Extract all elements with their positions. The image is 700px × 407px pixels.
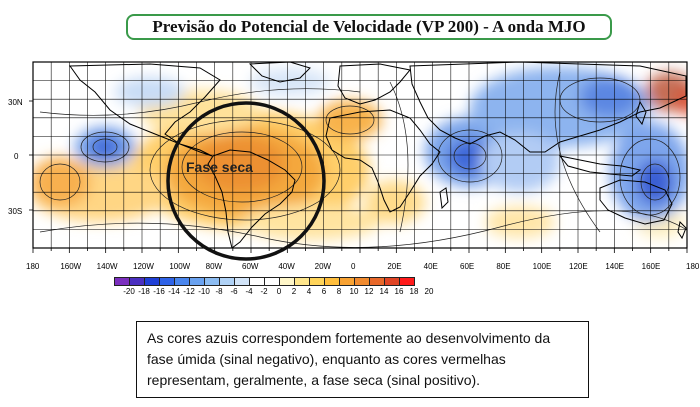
lon-label: 40E [423,262,438,271]
colorbar-swatch [294,277,310,286]
new-zealand-outline [677,220,687,240]
lon-label: 160E [641,262,661,271]
colorbar-level-label: -18 [138,287,150,296]
colorbar-swatch [279,277,295,286]
asia-outline [409,62,687,153]
lon-label: 40W [278,262,295,271]
colorbar-level-label: -20 [123,287,135,296]
colorbar-level-label: -4 [245,287,253,296]
lon-label: 100W [169,262,191,271]
indonesia-outline [558,155,642,177]
dry-phase-circle [166,101,326,261]
lon-label: 60W [242,262,259,271]
colorbar-labels: -20 -18 -16 -14 -12 -10 -8 -6 -4 -2 0 2 4 6 8 10 12 14 16 1… [114,286,433,300]
japan-outline [635,100,647,126]
lon-label: 140E [605,262,625,271]
lon-label: 100E [532,262,552,271]
lat-label-equator: 0 [14,152,19,161]
colorbar: -20 -18 -16 -14 -12 -10 -8 -6 -4 -2 0 2 4 6 8 10 12 14 16 1… [114,277,433,303]
colorbar-level-label: -2 [260,287,268,296]
lon-label: 120W [133,262,154,271]
colorbar-swatch [174,277,190,286]
colorbar-swatch [384,277,400,286]
colorbar-level-label: 20 [424,287,434,296]
colorbar-level-label: 12 [364,287,374,296]
lon-label: 180 [686,262,700,271]
africa-outline [325,109,441,213]
colorbar-swatch [219,277,235,286]
lon-label: 180 [26,262,40,271]
colorbar-level-label: 6 [321,287,327,296]
colorbar-swatch [144,277,160,286]
colorbar-level-label: -8 [215,287,223,296]
lon-label: 20E [387,262,402,271]
lon-label: 20W [314,262,332,271]
north-america-outline [69,63,221,157]
colorbar-level-label: 0 [276,287,282,296]
colorbar-swatch [369,277,385,286]
lon-label: 140W [96,262,118,271]
lon-label: 160W [60,262,82,271]
lat-label-30n: 30N [8,98,23,107]
lon-label: 0 [351,262,356,271]
lon-label: 80E [496,262,511,271]
colorbar-swatch [309,277,325,286]
shading-field [33,67,687,240]
velocity-potential-map: Fase seca 30N 0 30S 180 160W 140W 120W 100W 8… [0,52,700,277]
europe-outline [337,63,411,105]
colorbar-level-label: -12 [183,287,195,296]
colorbar-swatch [129,277,145,286]
caption-text: As cores azuis correspondem fortemente a… [136,321,589,398]
colorbar-level-label: -14 [168,287,180,296]
lon-label: 60E [460,262,475,271]
lon-label: 80W [205,262,223,271]
colorbar-level-label: 10 [349,287,359,296]
axis-ticks [29,100,688,253]
madagascar-outline [439,187,449,210]
map-title: Previsão do Potencial de Velocidade (VP … [126,14,612,40]
colorbar-level-label: 8 [336,287,342,296]
colorbar-level-label: 16 [394,287,404,296]
colorbar-swatch [234,277,250,286]
colorbar-level-label: -10 [198,287,210,296]
colorbar-swatch [204,277,220,286]
colorbar-level-label: 18 [409,287,419,296]
colorbar-swatch [249,277,265,286]
colorbar-swatches [114,277,415,286]
australia-outline [599,179,673,225]
colorbar-swatch [264,277,280,286]
lat-label-30s: 30S [8,207,23,216]
colorbar-swatch [189,277,205,286]
map-canvas: Fase seca [29,61,688,261]
lon-label: 120E [569,262,588,271]
colorbar-swatch [114,277,130,286]
colorbar-swatch [354,277,370,286]
colorbar-level-label: -16 [153,287,165,296]
colorbar-swatch [159,277,175,286]
colorbar-level-label: 2 [291,287,297,296]
greenland-outline [248,62,311,83]
continent-outlines [69,62,687,248]
colorbar-swatch [399,277,415,286]
colorbar-level-label: -6 [230,287,238,296]
colorbar-swatch [339,277,355,286]
colorbar-level-label: 14 [379,287,389,296]
south-america-outline [207,149,296,248]
dry-phase-annotation: Fase seca [186,159,253,175]
colorbar-level-label: 4 [306,287,312,296]
colorbar-swatch [324,277,340,286]
